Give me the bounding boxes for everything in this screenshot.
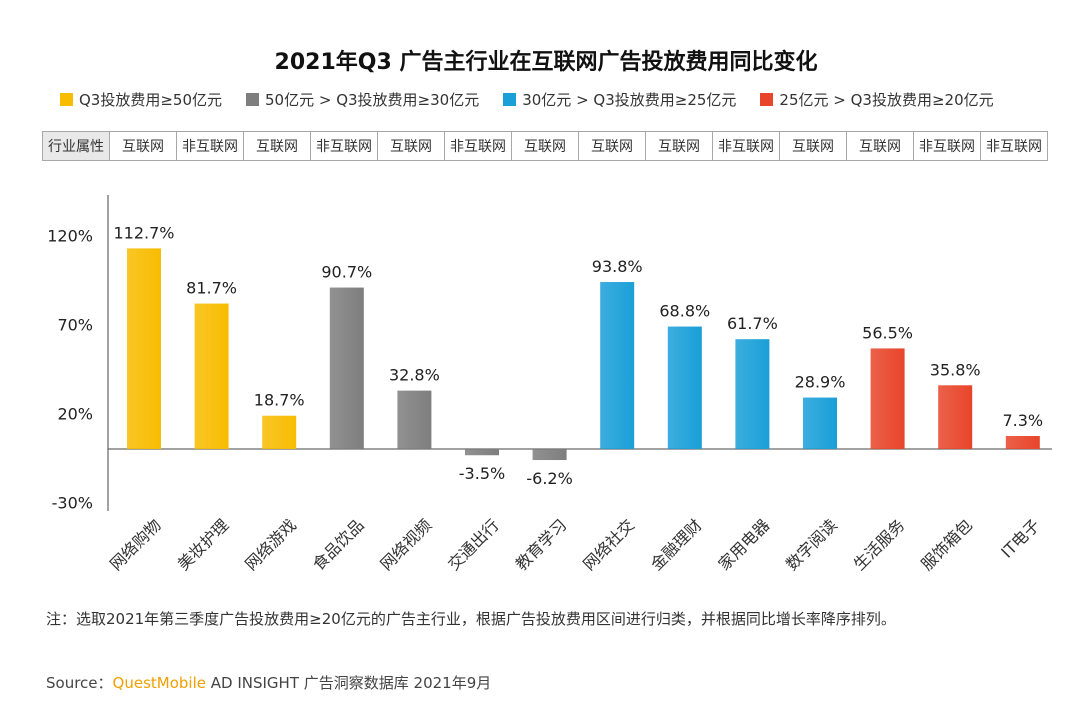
value-label: 7.3% bbox=[1002, 411, 1043, 430]
category-label: 网络游戏 bbox=[241, 515, 300, 574]
attribute-cell: 互联网 bbox=[511, 131, 579, 161]
category-label: 食品饮品 bbox=[309, 515, 368, 574]
legend-swatch bbox=[503, 92, 517, 106]
bar-网络购物 bbox=[127, 248, 161, 449]
legend-label: 25亿元 > Q3投放费用≥20亿元 bbox=[779, 90, 994, 109]
bar-数字阅读 bbox=[803, 397, 837, 449]
value-label: 35.8% bbox=[930, 360, 981, 379]
legend-label: 50亿元 > Q3投放费用≥30亿元 bbox=[265, 90, 480, 109]
chart-title: 2021年Q3 广告主行业在互联网广告投放费用同比变化 bbox=[274, 50, 818, 75]
bar-生活服务 bbox=[870, 348, 905, 449]
bar-金融理财 bbox=[667, 326, 702, 449]
value-label: 28.9% bbox=[795, 373, 846, 392]
attribute-cell: 互联网 bbox=[109, 131, 177, 161]
value-label: 93.8% bbox=[592, 257, 643, 276]
value-label: -6.2% bbox=[526, 469, 572, 488]
value-label: 61.7% bbox=[727, 314, 778, 333]
attribute-cell: 互联网 bbox=[779, 131, 847, 161]
industry-attribute-table: 行业属性 互联网 非互联网 互联网 非互联网 互联网 非互联网 互联网 互联网 互联网 非互联网 互联… bbox=[42, 131, 1048, 161]
value-label: 81.7% bbox=[186, 279, 237, 298]
value-label: 68.8% bbox=[659, 302, 710, 321]
category-label: 家用电器 bbox=[715, 515, 774, 574]
bar-教育学习 bbox=[532, 449, 567, 461]
bar-网络视频 bbox=[397, 390, 432, 449]
category-label: 服饰箱包 bbox=[917, 515, 976, 574]
category-label: IT电子 bbox=[997, 515, 1043, 561]
legend-label: Q3投放费用≥50亿元 bbox=[79, 90, 223, 109]
y-tick-label: 70% bbox=[57, 315, 93, 334]
bar-网络社交 bbox=[600, 282, 635, 449]
legend-item: 50亿元 > Q3投放费用≥30亿元 bbox=[246, 89, 479, 110]
bar-IT电子 bbox=[1005, 436, 1040, 449]
bar-家用电器 bbox=[735, 339, 770, 449]
y-tick-label: -30% bbox=[52, 493, 93, 512]
chart-note: 注：选取2021年第三季度广告投放费用≥20亿元的广告主行业，根据广告投放费用区… bbox=[46, 610, 896, 628]
attribute-cell: 非互联网 bbox=[310, 131, 378, 161]
bar-美妆护理 bbox=[194, 303, 229, 449]
category-label: 交通出行 bbox=[444, 515, 503, 574]
source-brand: QuestMobile bbox=[112, 674, 206, 692]
attribute-cell: 非互联网 bbox=[712, 131, 780, 161]
y-tick-label: 120% bbox=[47, 226, 93, 245]
source-rest: AD INSIGHT 广告洞察数据库 2021年9月 bbox=[205, 674, 492, 692]
attribute-cell: 互联网 bbox=[645, 131, 713, 161]
legend-item: Q3投放费用≥50亿元 bbox=[60, 89, 222, 110]
legend-swatch bbox=[246, 92, 260, 106]
value-label: 18.7% bbox=[254, 391, 305, 410]
attribute-cell: 互联网 bbox=[578, 131, 646, 161]
y-tick-label: 20% bbox=[57, 404, 93, 423]
category-label: 金融理财 bbox=[647, 515, 706, 574]
legend-item: 25亿元 > Q3投放费用≥20亿元 bbox=[760, 89, 994, 110]
attribute-cell: 互联网 bbox=[377, 131, 445, 161]
category-label: 网络购物 bbox=[106, 515, 165, 574]
attribute-header-cell: 行业属性 bbox=[42, 131, 110, 161]
bar-服饰箱包 bbox=[938, 385, 973, 449]
category-label: 美妆护理 bbox=[174, 515, 233, 574]
attribute-cell: 非互联网 bbox=[444, 131, 512, 161]
legend-swatch bbox=[760, 92, 774, 106]
attribute-cell: 非互联网 bbox=[176, 131, 244, 161]
value-label: 32.8% bbox=[389, 366, 440, 385]
bar-网络游戏 bbox=[262, 415, 297, 449]
attribute-cell: 非互联网 bbox=[980, 131, 1048, 161]
legend-swatch bbox=[60, 92, 73, 106]
category-label: 教育学习 bbox=[512, 515, 571, 574]
chart-legend: Q3投放费用≥50亿元 50亿元 > Q3投放费用≥30亿元 30亿元 > Q3投放… bbox=[60, 88, 1070, 110]
legend-label: 30亿元 > Q3投放费用≥25亿元 bbox=[522, 90, 737, 109]
value-label: 56.5% bbox=[862, 323, 913, 342]
value-label: -3.5% bbox=[459, 464, 505, 483]
value-label: 90.7% bbox=[321, 263, 372, 282]
bar-食品饮品 bbox=[329, 287, 364, 449]
category-label: 网络视频 bbox=[377, 515, 436, 574]
legend-item: 30亿元 > Q3投放费用≥25亿元 bbox=[503, 89, 736, 110]
attribute-cell: 非互联网 bbox=[913, 131, 981, 161]
value-label: 112.7% bbox=[113, 223, 174, 242]
source-prefix: Source： bbox=[46, 674, 113, 692]
bar-chart: 120% 70% 20% -30% 112.7% 网络购物 81.7% 美妆护理 18.7% 网络… bbox=[47, 195, 1052, 574]
category-label: 网络社交 bbox=[579, 515, 638, 574]
bar-交通出行 bbox=[465, 449, 499, 456]
category-label: 数字阅读 bbox=[782, 515, 841, 574]
category-label: 生活服务 bbox=[850, 515, 909, 574]
source-line: Source：QuestMobile AD INSIGHT 广告洞察数据库 20… bbox=[46, 672, 491, 693]
